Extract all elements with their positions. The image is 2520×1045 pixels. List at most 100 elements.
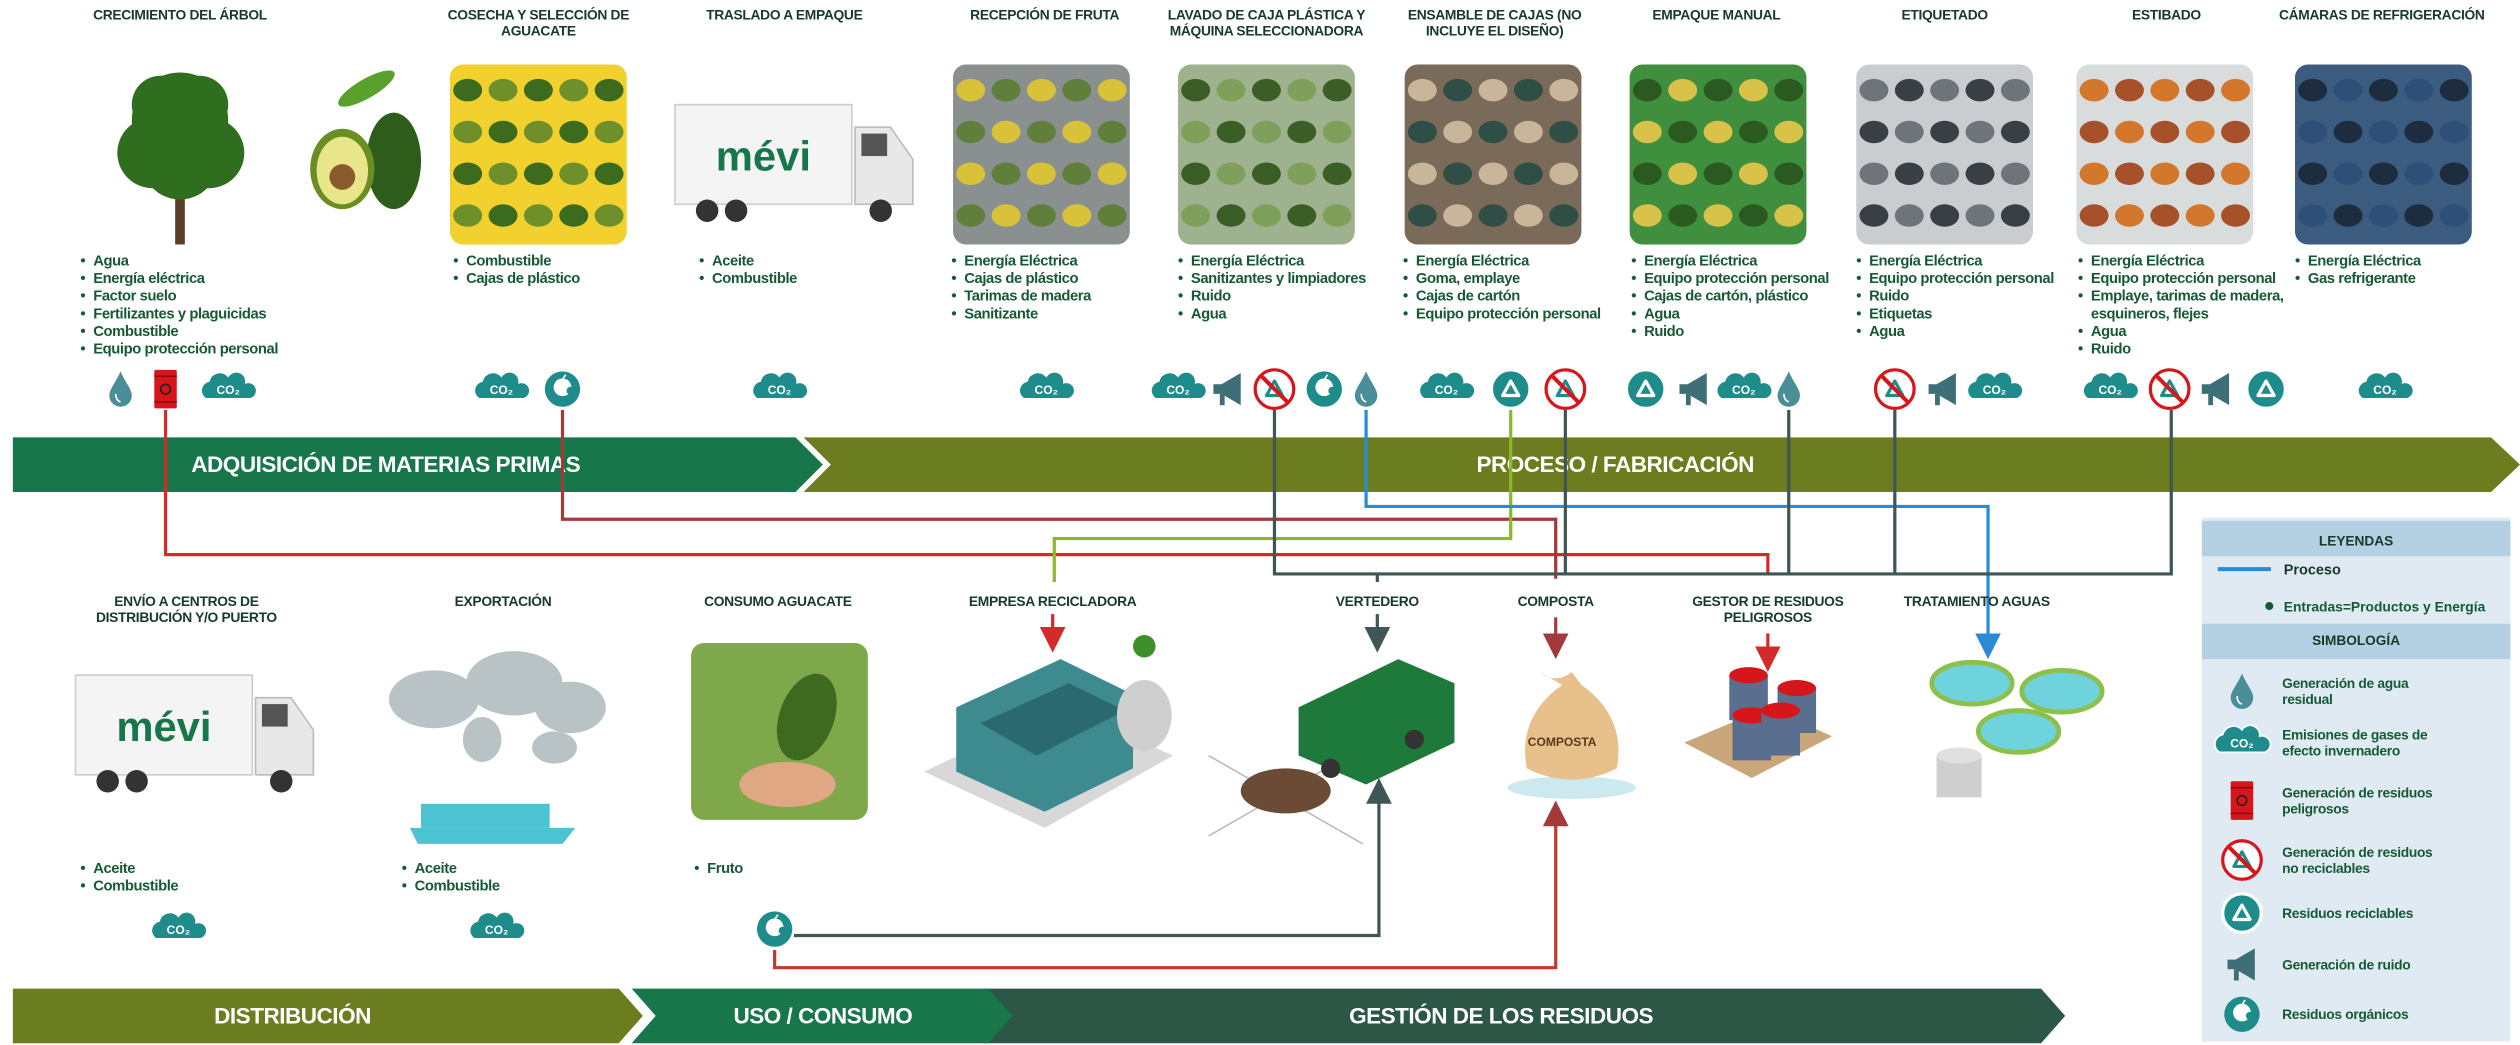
photo-detail: [1323, 204, 1352, 227]
photo-detail: [1479, 204, 1508, 227]
truck-wheel: [270, 770, 293, 793]
organic-bite: [567, 387, 575, 395]
photo-detail: [1895, 163, 1924, 186]
photo-detail: [1252, 121, 1281, 143]
stage-title: RECEPCIÓN DE FRUTA: [942, 7, 1148, 23]
photo-detail: [2001, 121, 2030, 143]
photo-detail: [2186, 121, 2215, 143]
stage-title: GESTOR DE RESIDUOS PELIGROSOS: [1663, 593, 1872, 625]
input-item: Energía Eléctrica: [1631, 253, 1853, 271]
photo-detail: [2404, 79, 2433, 102]
stage-title-box: COSECHA Y SELECCIÓN DE AGUACATE: [436, 7, 642, 55]
truck-window: [861, 134, 887, 157]
input-item: Cajas de cartón: [1403, 288, 1625, 306]
photo-detail: [1514, 121, 1543, 143]
photo-detail: [1859, 163, 1888, 186]
input-list: Energía EléctricaEquipo protección perso…: [1631, 253, 1853, 382]
photo-detail: [489, 204, 518, 227]
input-list: Fruto: [694, 860, 887, 989]
input-list: Energía EléctricaGas refrigerante: [2295, 253, 2517, 288]
stage-title-box: GESTOR DE RESIDUOS PELIGROSOS: [1663, 593, 1872, 641]
stage-title-box: ESTIBADO: [2064, 7, 2270, 55]
legend-symbol-box: Generación de residuos peligrosos: [2282, 781, 2443, 820]
truck-logo: mévi: [116, 703, 211, 750]
input-item: Ruido: [2078, 341, 2300, 359]
input-item: Cajas de plástico: [453, 270, 675, 288]
photo-detail: [1930, 204, 1959, 227]
stage-photo: [1405, 64, 1582, 244]
icon-nonrec: [2223, 841, 2262, 880]
stage-title: TRATAMIENTO AGUAS: [1872, 593, 2081, 609]
input-item: Agua: [2078, 323, 2300, 341]
input-list: AguaEnergía eléctricaFactor sueloFertili…: [80, 253, 302, 382]
photo-detail: [1098, 79, 1127, 102]
input-item: Combustible: [80, 878, 273, 896]
input-list: AceiteCombustible: [80, 860, 273, 989]
photo-detail: [1443, 121, 1472, 143]
stage-title-box: RECEPCIÓN DE FRUTA: [942, 7, 1148, 55]
photo-detail: [1217, 79, 1246, 102]
truck: mévi: [76, 675, 314, 792]
input-item: Energía Eléctrica: [951, 253, 1173, 271]
input-item: Combustible: [699, 270, 921, 288]
phase-label: USO / CONSUMO: [733, 1003, 912, 1028]
input-item: Combustible: [402, 878, 595, 896]
co2-label: CO₂: [2098, 383, 2121, 397]
photo-detail: [1668, 121, 1697, 143]
stage-title-box: COMPOSTA: [1451, 593, 1660, 641]
photo-detail: [2298, 121, 2327, 143]
megaphone-handle: [2208, 394, 2213, 405]
photo-detail: [1514, 163, 1543, 186]
photo-detail: [1668, 163, 1697, 186]
avocado-seed: [329, 164, 355, 190]
input-item: Equipo protección personal: [80, 341, 302, 359]
photo-detail: [1323, 121, 1352, 143]
input-list: CombustibleCajas de plástico: [453, 253, 675, 382]
input-list: Energía EléctricaEquipo protección perso…: [2078, 253, 2300, 382]
photo-detail: [1217, 163, 1246, 186]
photo-detail: [1408, 79, 1437, 102]
phase-label: GESTIÓN DE LOS RESIDUOS: [1349, 1003, 1653, 1028]
photo-detail: [1252, 163, 1281, 186]
stage-photo: [953, 64, 1130, 244]
co2-label: CO₂: [2373, 383, 2396, 397]
stage-title-box: EXPORTACIÓN: [399, 593, 608, 641]
input-item: Tarimas de madera: [951, 288, 1173, 306]
photo-detail: [2115, 204, 2144, 227]
stage-title: EXPORTACIÓN: [399, 593, 608, 609]
input-item: Equipo protección personal: [2078, 270, 2300, 288]
photo-detail: [2440, 121, 2469, 143]
photo-detail: [595, 121, 624, 143]
tree-crown: [170, 76, 228, 134]
ship: [410, 828, 576, 844]
photo-detail: [1633, 163, 1662, 186]
input-item: Aceite: [80, 860, 273, 878]
photo-detail: [1252, 204, 1281, 227]
legend-symbol: Generación de residuos no reciclables: [2282, 841, 2443, 880]
photo-detail: [2298, 163, 2327, 186]
photo-detail: [992, 204, 1021, 227]
photo-detail: [956, 163, 985, 186]
pond: [1978, 711, 2058, 753]
legend-symbol-box: Residuos orgánicos: [2282, 995, 2443, 1034]
consumption-photo: [691, 643, 868, 820]
stage-title-box: CRECIMIENTO DEL ÁRBOL: [77, 7, 283, 55]
input-item: Agua: [80, 253, 302, 271]
continent: [463, 717, 502, 762]
co2-label: CO₂: [2230, 736, 2253, 750]
legend-item: Entradas=Productos y Energía: [2284, 598, 2486, 614]
photo-detail: [1181, 163, 1210, 186]
photo-detail: [992, 79, 1021, 102]
page: Ciclo de vida { "stages_top": [ {"title"…: [0, 0, 2520, 1045]
photo-detail: [1062, 204, 1091, 227]
input-item: Factor suelo: [80, 288, 302, 306]
photo-detail: [2150, 79, 2179, 102]
legend-symbol-box: Generación de ruido: [2282, 945, 2443, 984]
input-item: Energía Eléctrica: [2295, 253, 2517, 271]
photo-detail: [2404, 204, 2433, 227]
photo-detail: [1217, 204, 1246, 227]
input-item: Aceite: [402, 860, 595, 878]
input-list: AguaEnergía eléctricaFactor sueloFertili…: [80, 253, 302, 359]
photo-detail: [2221, 79, 2250, 102]
input-item: Cajas de plástico: [951, 270, 1173, 288]
